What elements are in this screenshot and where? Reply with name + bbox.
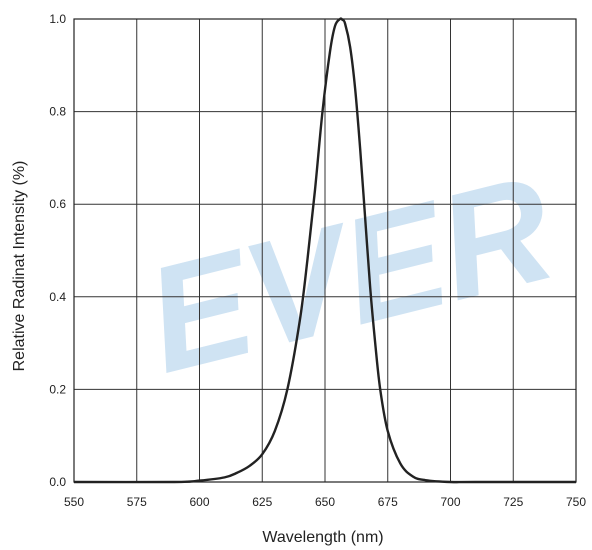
y-tick-labels: 0.0 0.2 0.4 0.6 0.8 1.0 bbox=[49, 12, 66, 489]
x-tick-label: 700 bbox=[440, 495, 460, 509]
x-tick-label: 650 bbox=[315, 495, 335, 509]
x-tick-label: 725 bbox=[503, 495, 523, 509]
x-axis-label: Wavelength (nm) bbox=[262, 529, 383, 546]
x-tick-labels: 550 575 600 625 650 675 700 725 750 bbox=[64, 495, 586, 509]
x-tick-label: 625 bbox=[252, 495, 272, 509]
y-axis-label: Relative Radinat Intensity (%) bbox=[11, 161, 28, 372]
x-tick-label: 750 bbox=[566, 495, 586, 509]
grid bbox=[73, 18, 577, 483]
x-tick-label: 575 bbox=[127, 495, 147, 509]
watermark: EVER bbox=[131, 143, 568, 405]
y-tick-label: 0.8 bbox=[49, 105, 66, 119]
x-tick-label: 675 bbox=[378, 495, 398, 509]
y-tick-label: 0.0 bbox=[49, 475, 66, 489]
y-tick-label: 0.6 bbox=[49, 197, 66, 211]
x-tick-label: 600 bbox=[189, 495, 209, 509]
plot-border bbox=[73, 18, 577, 483]
y-tick-label: 1.0 bbox=[49, 12, 66, 26]
series-layer bbox=[73, 17, 576, 484]
plot-frame bbox=[73, 18, 577, 483]
y-tick-label: 0.4 bbox=[49, 290, 66, 304]
x-tick-label: 550 bbox=[64, 495, 84, 509]
spectrum-curve bbox=[73, 17, 576, 484]
y-tick-label: 0.2 bbox=[49, 382, 66, 396]
watermark-text: EVER bbox=[131, 143, 568, 405]
